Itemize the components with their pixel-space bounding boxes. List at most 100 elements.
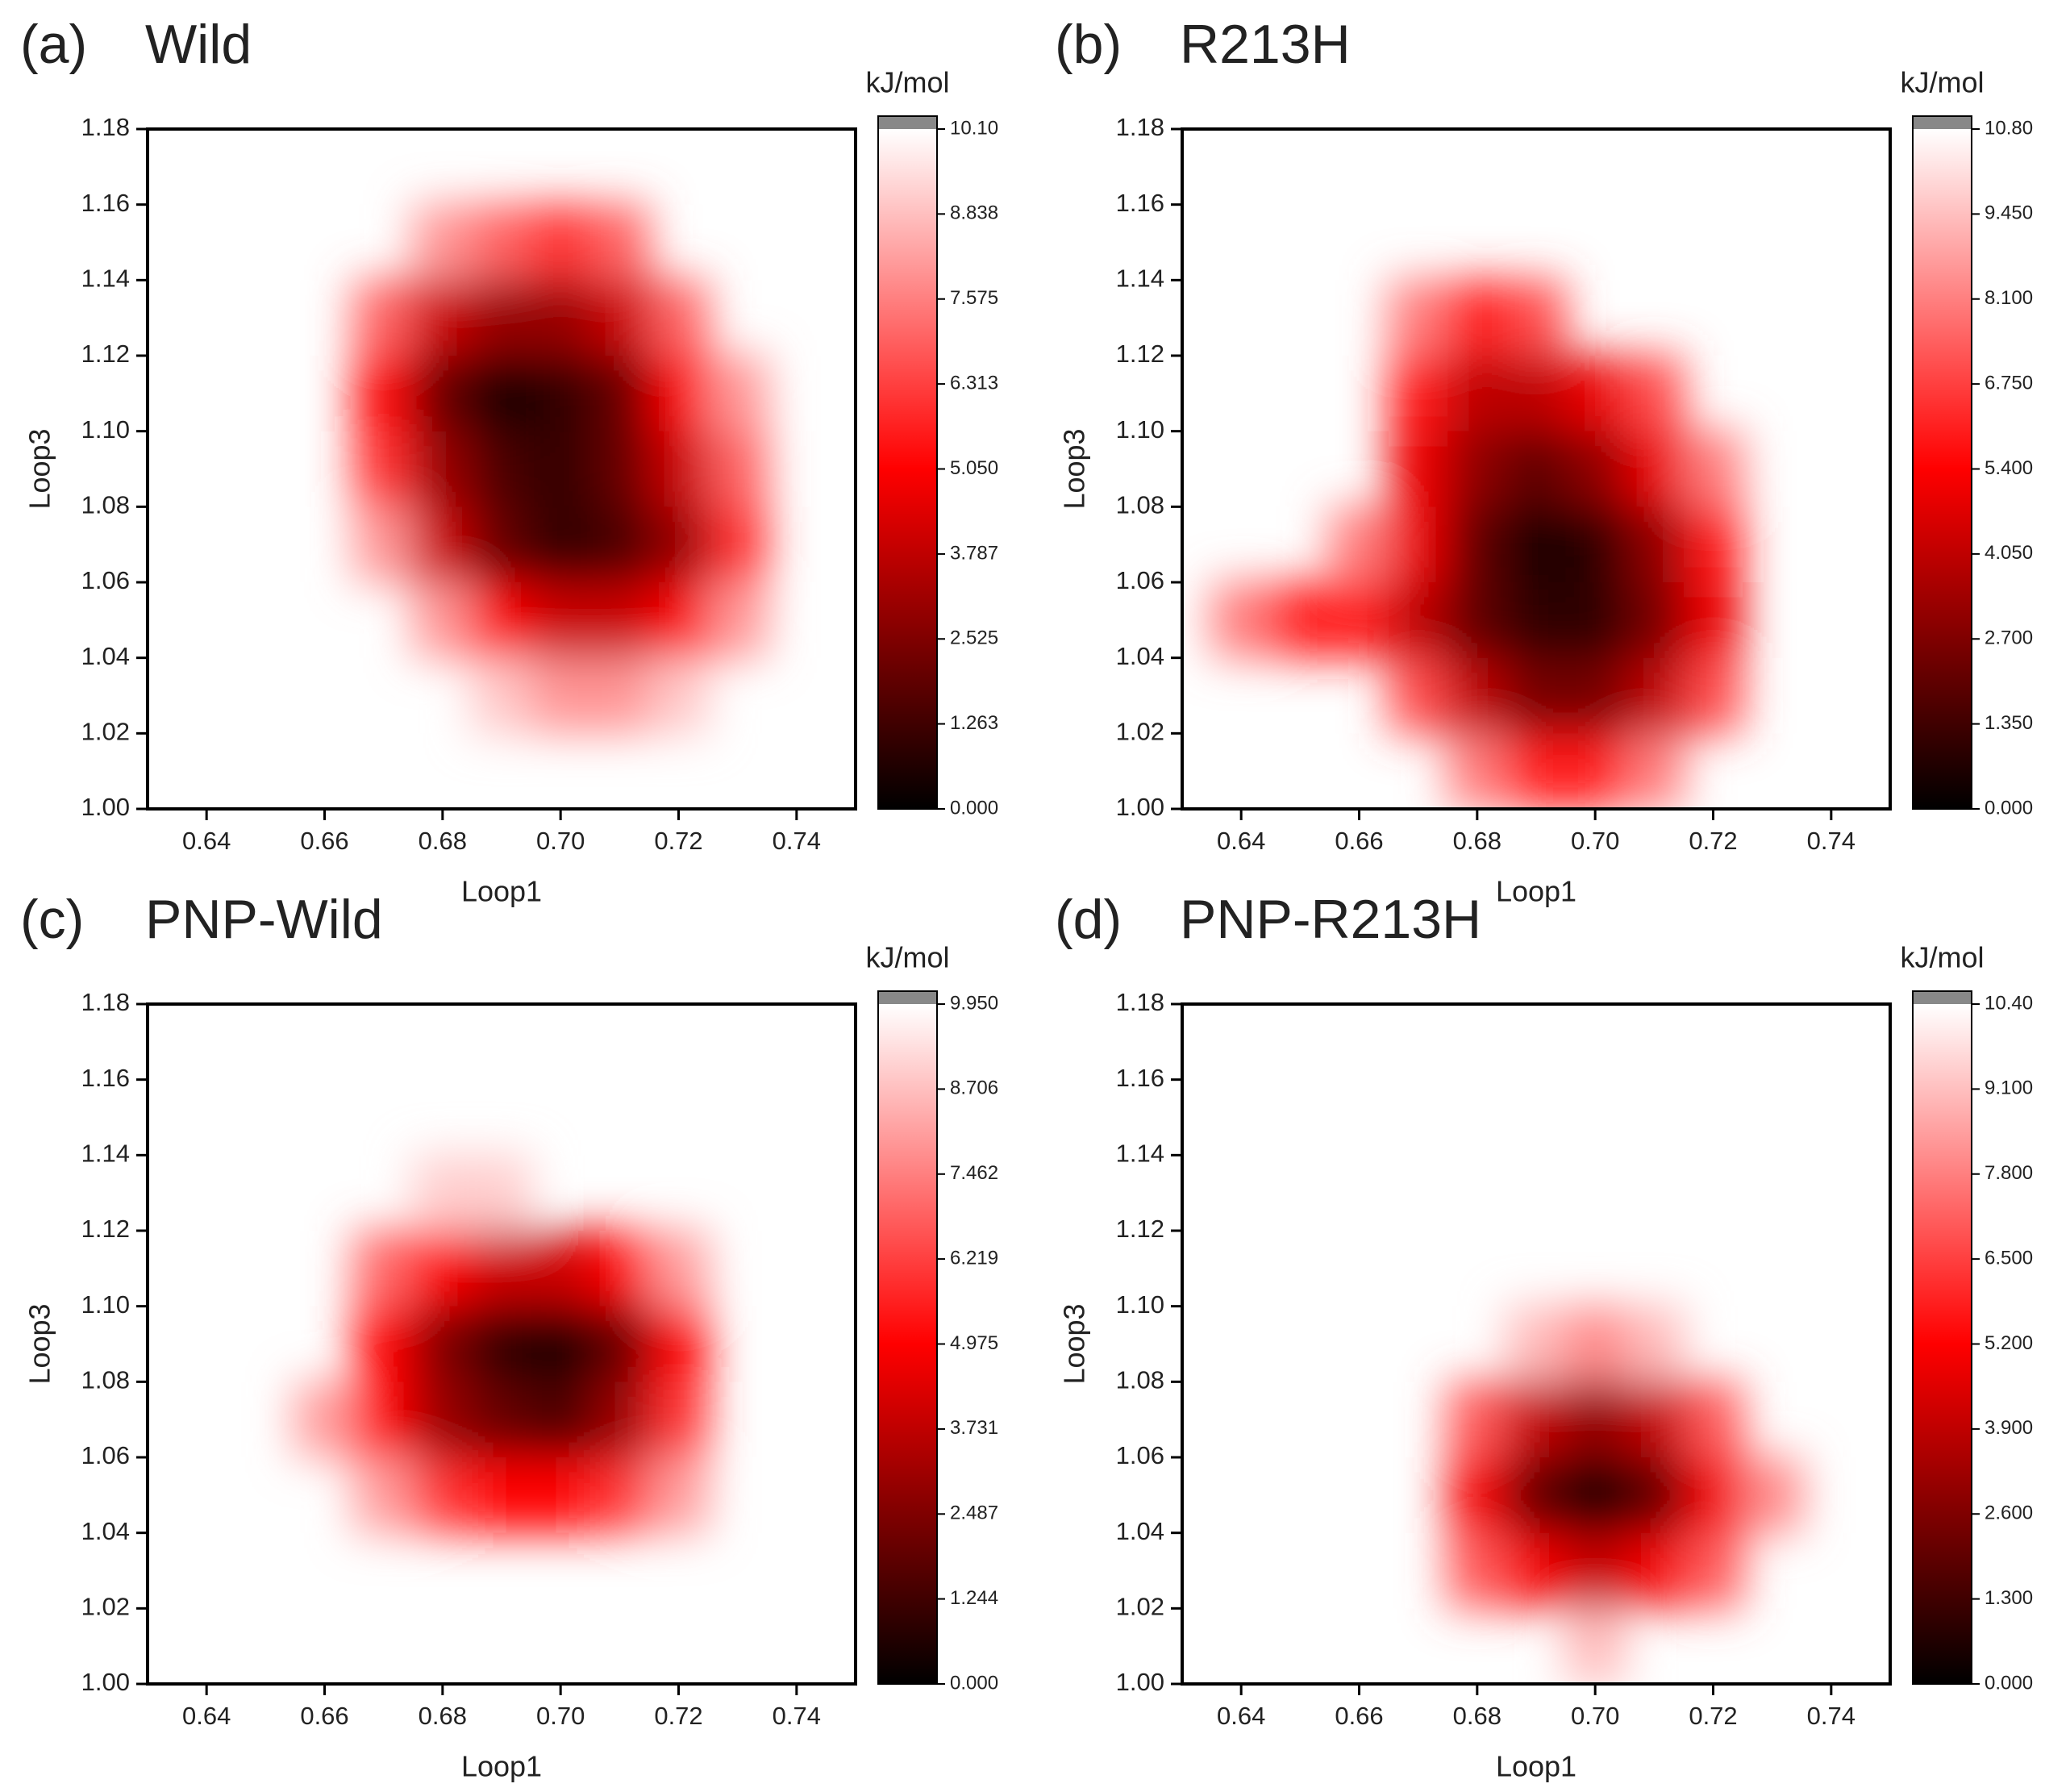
heat-cell [1565, 506, 1625, 582]
heat-cell [531, 204, 590, 281]
heat-cell [1683, 657, 1743, 734]
x-tick-label: 0.64 [1217, 827, 1265, 855]
heat-cell [648, 356, 709, 431]
colorbar-label: kJ/mol [1900, 66, 1984, 99]
y-tick-label: 1.18 [1116, 113, 1164, 141]
x-tick-label: 0.64 [1217, 1702, 1265, 1730]
y-tick-label: 1.06 [1116, 1441, 1164, 1469]
heat-cell [1565, 356, 1625, 431]
heat-cell [413, 506, 473, 582]
y-axis-label: Loop3 [1058, 1303, 1091, 1384]
x-tick-label: 0.68 [419, 1702, 467, 1730]
heat-cell [531, 280, 590, 356]
x-tick-label: 0.66 [300, 827, 348, 855]
heat-cell [531, 1231, 590, 1306]
heat-cell [1389, 657, 1448, 734]
heat-cell [413, 1231, 473, 1306]
heat-cell [1683, 1532, 1743, 1609]
y-tick-label: 1.04 [81, 642, 130, 670]
heat-cell [531, 1306, 590, 1382]
colorbar-tick-label: 8.100 [1985, 287, 2033, 309]
y-tick-label: 1.02 [81, 718, 130, 746]
heat-cell [413, 582, 473, 658]
x-tick-label: 0.70 [1571, 827, 1619, 855]
heat-cell [1565, 1457, 1625, 1533]
x-tick-label: 0.68 [1453, 827, 1501, 855]
x-tick-label: 0.70 [1571, 1702, 1619, 1730]
y-tick-label: 1.12 [1116, 1215, 1164, 1243]
x-tick-label: 0.64 [182, 1702, 231, 1730]
colorbar [878, 1004, 937, 1684]
panel-label: (c) [20, 889, 84, 950]
heat-cell [1565, 1532, 1625, 1609]
y-tick-label: 1.00 [1116, 793, 1164, 821]
heat-cell [472, 204, 531, 281]
heat-cell [708, 506, 768, 582]
x-tick-label: 0.74 [773, 1702, 821, 1730]
x-tick-label: 0.66 [1335, 827, 1383, 855]
heat-cell [1506, 1457, 1566, 1533]
x-tick-label: 0.72 [1689, 1702, 1737, 1730]
heat-cell [1624, 431, 1684, 507]
y-axis-label: Loop3 [23, 1303, 56, 1384]
colorbar-tick-label: 4.975 [950, 1332, 998, 1354]
heat-cell [1743, 1457, 1802, 1533]
colorbar-tick-label: 9.100 [1985, 1077, 2033, 1099]
colorbar-tick-label: 1.263 [950, 712, 998, 734]
y-tick-label: 1.12 [81, 340, 130, 368]
heatmap [1211, 280, 1743, 809]
y-tick-label: 1.14 [1116, 1140, 1164, 1168]
heat-cell [1389, 582, 1448, 658]
heat-cell [531, 582, 590, 658]
heat-cell [1506, 431, 1566, 507]
heat-cell [1565, 733, 1625, 809]
plot-frame [146, 127, 857, 811]
heat-cell [1389, 280, 1448, 356]
plot-frame [1181, 127, 1892, 811]
panel-label: (a) [20, 14, 87, 75]
heat-cell [354, 1382, 414, 1457]
heat-cell [1506, 280, 1566, 356]
heat-cell [1624, 1382, 1684, 1457]
heat-cell [1683, 1457, 1743, 1533]
x-axis-label: Loop1 [461, 875, 542, 908]
panel-title: PNP-Wild [145, 889, 383, 950]
heat-cell [648, 431, 709, 507]
heat-cell [1389, 506, 1448, 582]
colorbar-tick-label: 0.000 [950, 1672, 998, 1694]
heat-cell [531, 506, 590, 582]
y-axis-label: Loop3 [23, 428, 56, 509]
colorbar-tick-label: 6.750 [1985, 372, 2033, 394]
heat-cell [1211, 582, 1271, 658]
heat-cell [648, 1306, 709, 1382]
x-tick-label: 0.66 [300, 1702, 348, 1730]
heat-cell [1447, 431, 1507, 507]
heat-cell [1506, 1306, 1566, 1382]
colorbar-tick-label: 1.300 [1985, 1587, 2033, 1609]
colorbar-tick-label: 10.40 [1985, 992, 2033, 1014]
heat-cell [1506, 506, 1566, 582]
heat-cell [1565, 582, 1625, 658]
x-tick-label: 0.68 [1453, 1702, 1501, 1730]
heat-cell [531, 431, 590, 507]
heat-cell [1624, 1306, 1684, 1382]
heat-cell [589, 431, 649, 507]
colorbar-tick-label: 2.525 [950, 627, 998, 649]
x-tick-label: 0.70 [536, 1702, 585, 1730]
heat-cell [589, 1457, 649, 1533]
heat-cell [1624, 356, 1684, 431]
heatmap [354, 204, 768, 734]
heat-cell [1270, 582, 1330, 658]
x-tick-label: 0.68 [419, 827, 467, 855]
heat-cell [589, 1231, 649, 1306]
y-tick-label: 1.04 [81, 1517, 130, 1545]
heat-cell [1389, 431, 1448, 507]
heat-cell [354, 1306, 414, 1382]
heat-cell [1565, 1608, 1625, 1684]
heat-cell [413, 356, 473, 431]
heat-cell [413, 431, 473, 507]
colorbar-tick-label: 7.575 [950, 287, 998, 309]
colorbar-frame [877, 990, 938, 1685]
heat-cell [1624, 733, 1684, 809]
heat-cell [589, 1306, 649, 1382]
